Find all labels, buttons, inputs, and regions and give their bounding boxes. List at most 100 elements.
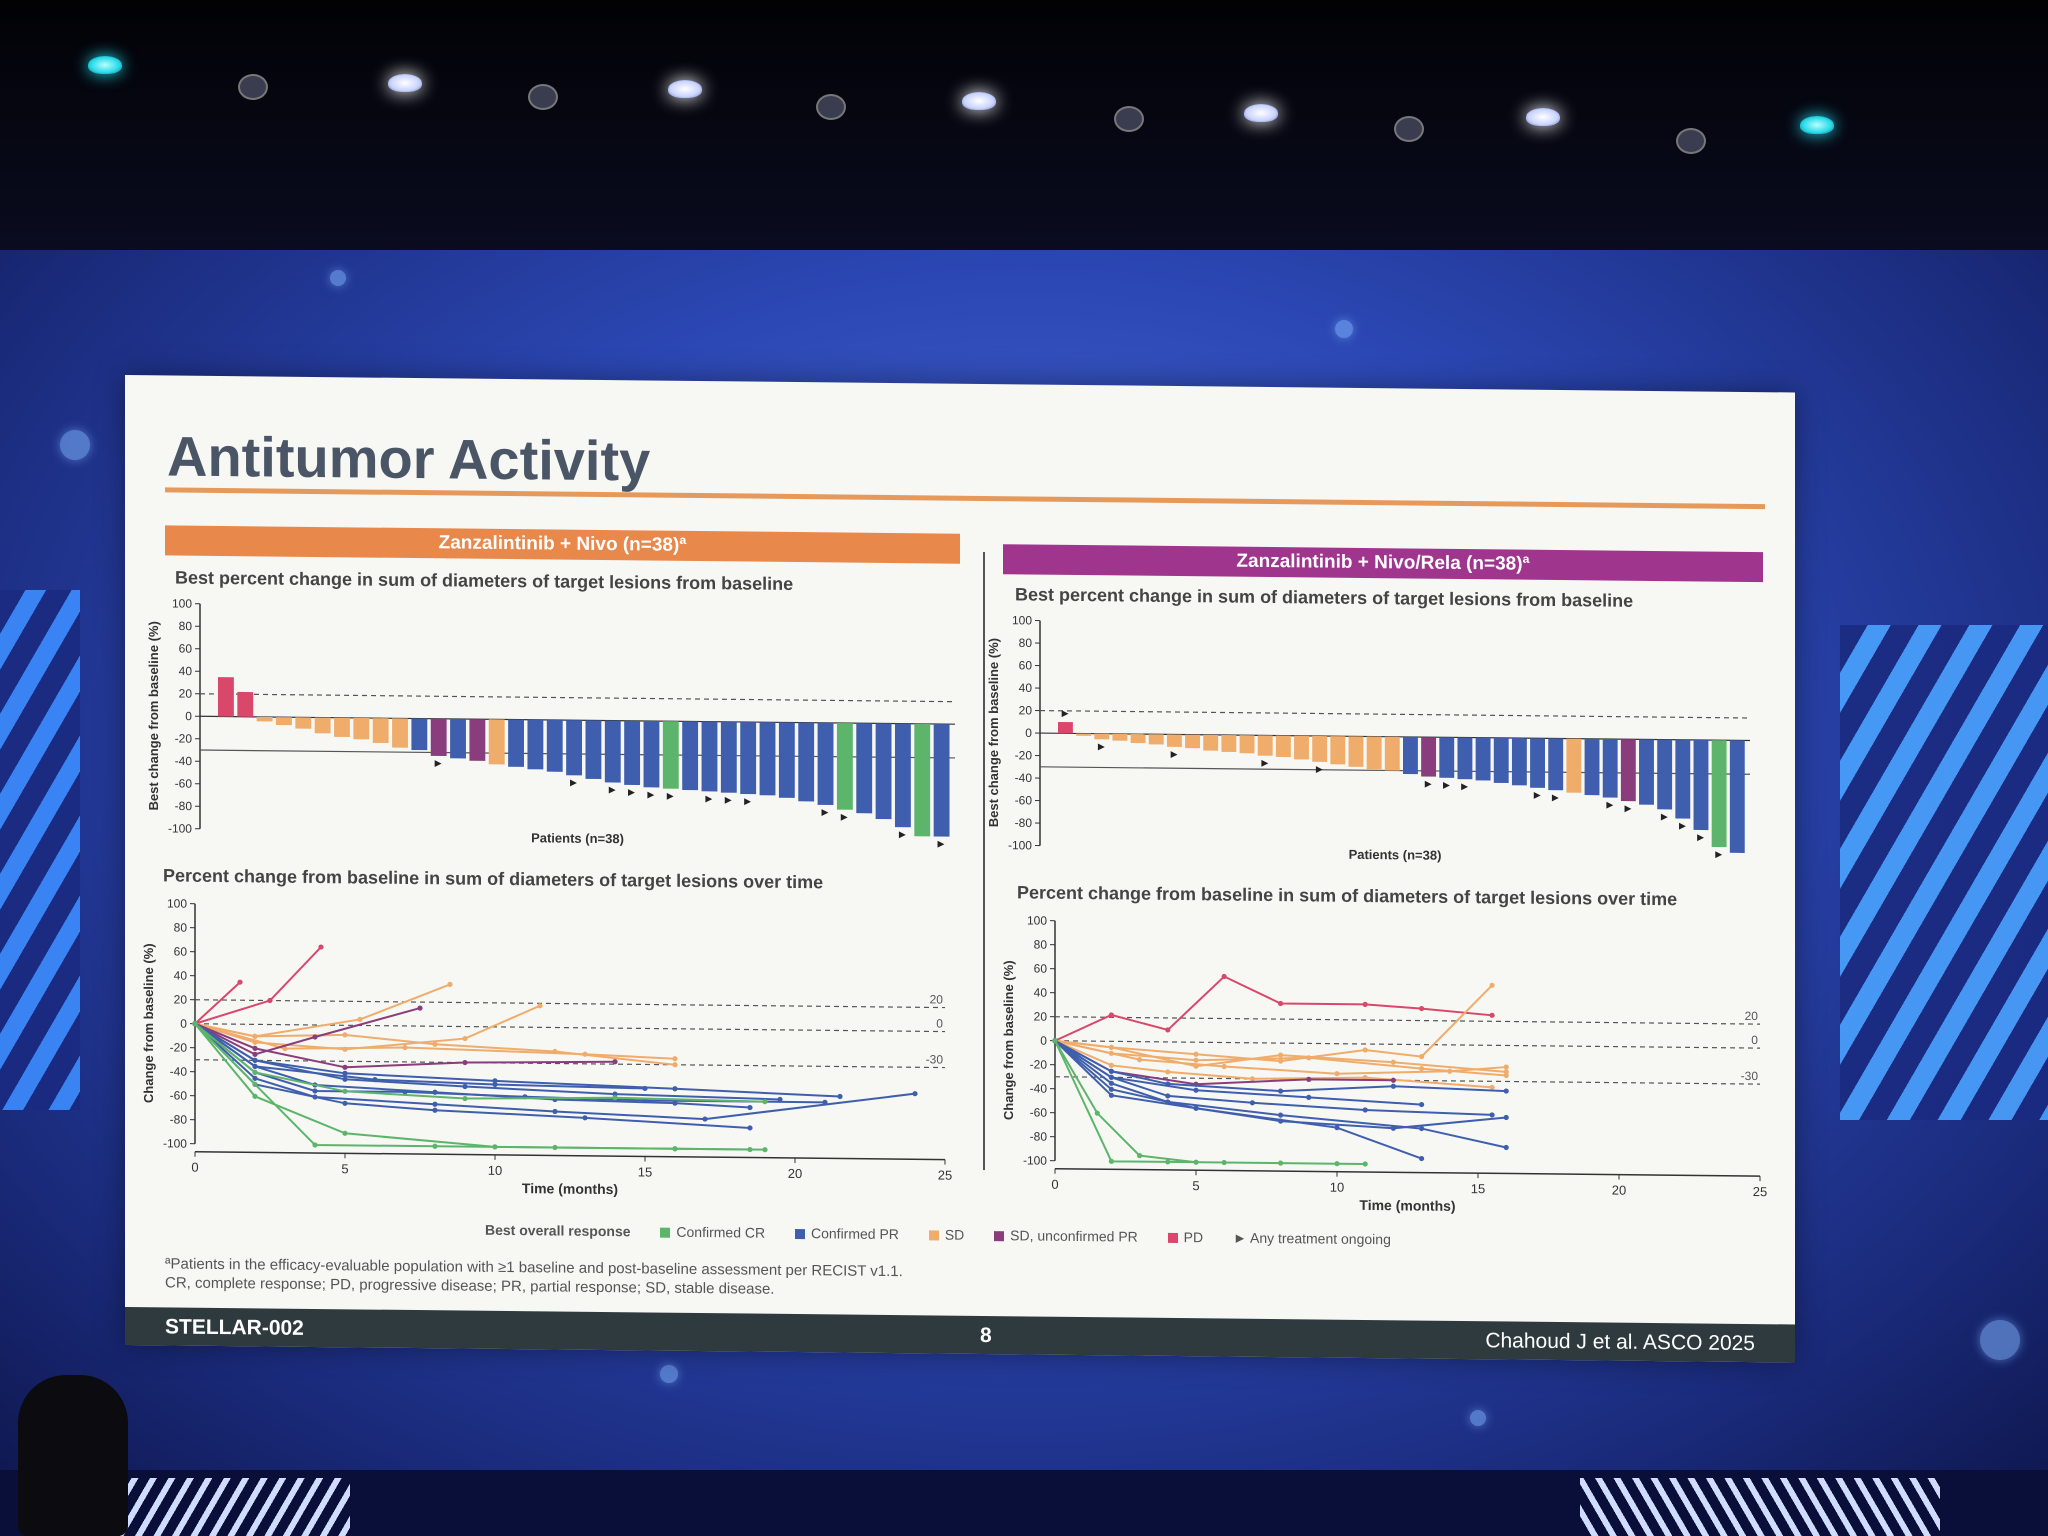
series-line bbox=[1054, 1039, 1507, 1075]
series-point bbox=[1278, 1000, 1284, 1007]
ongoing-arrow-icon: ▶ bbox=[1316, 764, 1323, 774]
series-point bbox=[1278, 1160, 1284, 1166]
series-point bbox=[1503, 1114, 1509, 1121]
y-axis-label: Best change from baseline (%) bbox=[146, 621, 161, 810]
waterfall-bar bbox=[218, 677, 234, 717]
series-point bbox=[252, 1057, 258, 1063]
y-tick-label: -20 bbox=[170, 1040, 188, 1054]
waterfall-bar bbox=[1620, 739, 1636, 802]
waterfall-bar bbox=[1566, 738, 1582, 793]
series-point bbox=[1362, 1047, 1368, 1053]
stage-light bbox=[962, 92, 996, 110]
waterfall-bar bbox=[1166, 734, 1182, 747]
waterfall-bar bbox=[488, 719, 505, 765]
series-point bbox=[237, 979, 243, 985]
series-point bbox=[1447, 1068, 1453, 1074]
series-point bbox=[1165, 1159, 1171, 1165]
reference-label: 0 bbox=[1751, 1033, 1758, 1047]
series-line bbox=[1054, 1039, 1507, 1149]
y-tick-label: 60 bbox=[174, 945, 188, 959]
page-number: 8 bbox=[980, 1323, 992, 1348]
waterfall-bar bbox=[546, 719, 563, 772]
y-tick-label: 80 bbox=[1019, 636, 1033, 650]
series-point bbox=[1165, 1027, 1171, 1033]
microphone-silhouette bbox=[18, 1375, 128, 1536]
waterfall-bar bbox=[817, 722, 834, 806]
y-tick-label: -20 bbox=[1030, 1057, 1048, 1071]
stage-stripes-left bbox=[0, 590, 80, 1110]
series-point bbox=[672, 1100, 678, 1106]
series-point bbox=[1419, 1125, 1425, 1132]
y-tick-label: 80 bbox=[174, 921, 188, 935]
x-tick-label: 0 bbox=[191, 1160, 198, 1175]
legend-swatch-sdu bbox=[994, 1231, 1005, 1242]
series-point bbox=[1108, 1074, 1114, 1080]
series-point bbox=[1503, 1144, 1509, 1151]
series-point bbox=[462, 1095, 468, 1102]
y-tick-label: 0 bbox=[185, 709, 192, 723]
series-point bbox=[1249, 1076, 1255, 1082]
stage-stripes-right bbox=[1840, 625, 2048, 1120]
y-tick-label: 100 bbox=[167, 896, 187, 910]
study-name: STELLAR-002 bbox=[165, 1315, 304, 1340]
waterfall-bar bbox=[411, 718, 428, 751]
waterfall-bar bbox=[624, 720, 641, 786]
x-axis bbox=[1055, 1167, 1760, 1177]
y-tick-label: 100 bbox=[1027, 913, 1047, 927]
legend-swatch-pr bbox=[795, 1229, 805, 1240]
series-point bbox=[1503, 1088, 1509, 1094]
series-point bbox=[1165, 1093, 1171, 1099]
ongoing-arrow-icon: ▶ bbox=[628, 787, 635, 797]
series-point bbox=[1489, 1012, 1495, 1018]
series-point bbox=[1419, 1101, 1425, 1108]
series-point bbox=[1278, 1112, 1284, 1118]
y-axis-label: Change from baseline (%) bbox=[141, 943, 156, 1103]
series-point bbox=[762, 1147, 768, 1153]
legend-label-cr: Confirmed CR bbox=[676, 1223, 766, 1241]
series-point bbox=[777, 1096, 783, 1103]
ongoing-arrow-icon: ▶ bbox=[1534, 790, 1541, 800]
legend-swatch-pd bbox=[1167, 1232, 1178, 1244]
waterfall-bar bbox=[1493, 737, 1509, 783]
series-line bbox=[1054, 984, 1493, 1063]
y-tick-label: 60 bbox=[1034, 962, 1048, 976]
reference-label: -30 bbox=[1741, 1069, 1759, 1083]
series-point bbox=[552, 1048, 558, 1055]
waterfall-bar bbox=[1711, 740, 1727, 848]
ongoing-arrow-icon: ▶ bbox=[821, 807, 828, 817]
y-tick-label: 0 bbox=[1040, 1034, 1047, 1048]
waterfall-bar bbox=[353, 717, 370, 740]
series-point bbox=[492, 1078, 498, 1084]
x-tick-label: 10 bbox=[1330, 1180, 1344, 1195]
y-tick-label: -60 bbox=[170, 1088, 188, 1102]
series-point bbox=[1334, 1071, 1340, 1077]
series-line bbox=[194, 1022, 676, 1066]
ongoing-arrow-icon: ▶ bbox=[1443, 780, 1450, 790]
ongoing-arrow-icon: ▶ bbox=[1625, 803, 1632, 813]
waterfall-bar bbox=[1693, 739, 1709, 831]
x-tick-label: 20 bbox=[1612, 1183, 1626, 1198]
waterfall-bar bbox=[604, 720, 621, 783]
series-point bbox=[252, 1063, 258, 1069]
slide-canvas: Antitumor Activity Zanzalintinib + Nivo … bbox=[125, 375, 1795, 1363]
series-point bbox=[252, 1075, 258, 1081]
x-axis-label: Patients (n=38) bbox=[1349, 847, 1442, 863]
stage-light bbox=[1244, 104, 1278, 122]
left-panel-header: Zanzalintinib + Nivo (n=38)ª bbox=[165, 525, 960, 564]
ongoing-arrow-icon: ▶ bbox=[647, 789, 654, 799]
waterfall-bar bbox=[237, 691, 254, 717]
series-point bbox=[1419, 1065, 1425, 1072]
series-point bbox=[1419, 1053, 1425, 1060]
series-point bbox=[702, 1116, 708, 1122]
series-line bbox=[194, 1022, 646, 1090]
series-point bbox=[1165, 1069, 1171, 1075]
series-point bbox=[1108, 1012, 1114, 1018]
series-point bbox=[537, 1003, 543, 1009]
x-tick-label: 25 bbox=[938, 1168, 952, 1183]
stage-light bbox=[528, 84, 558, 110]
stage-light bbox=[1114, 106, 1144, 132]
series-point bbox=[252, 1081, 258, 1087]
series-point bbox=[1094, 1110, 1100, 1116]
series-point bbox=[492, 1081, 498, 1088]
